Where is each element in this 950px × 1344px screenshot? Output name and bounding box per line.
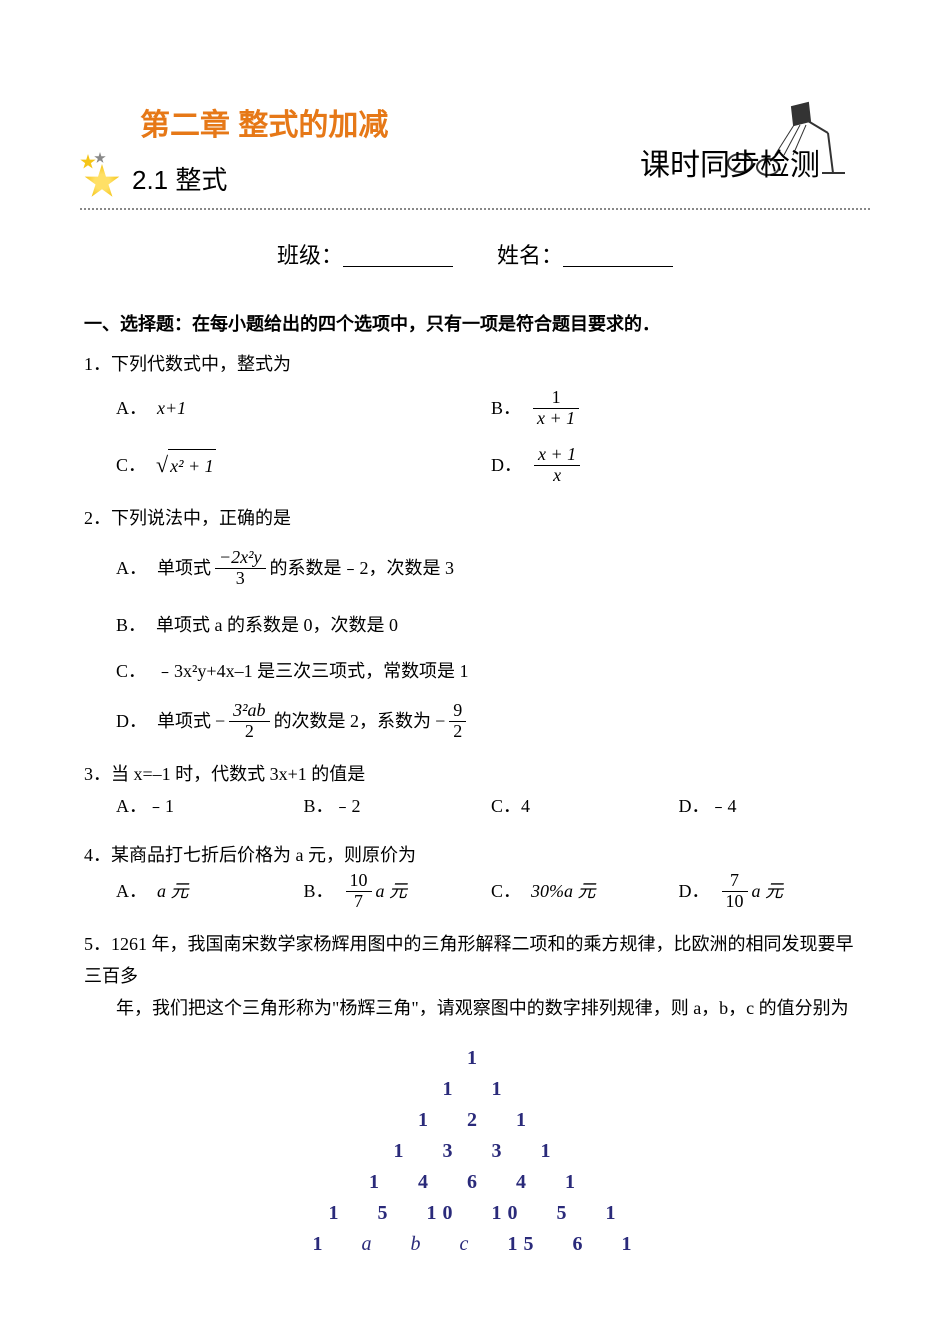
name-blank xyxy=(563,247,673,267)
class-label: 班级： xyxy=(277,243,343,268)
q4-text: 4．某商品打七折后价格为 a 元，则原价为 xyxy=(84,839,866,871)
q5-text-line2: 年，我们把这个三角形称为"杨辉三角"，请观察图中的数字排列规律，则 a，b，c … xyxy=(116,992,866,1024)
class-blank xyxy=(343,247,453,267)
q4-option-b: B． 107 a 元 xyxy=(304,871,492,912)
right-header-title: 课时同步检测 xyxy=(640,140,820,184)
pascals-triangle: 11 11 2 11 3 3 11 4 6 4 11 5 10 10 5 11 … xyxy=(84,1043,866,1260)
q1-option-b: B． 1 x + 1 xyxy=(491,388,866,429)
q4-option-a: A．a 元 xyxy=(116,875,304,907)
q1-option-d: D． x + 1 x xyxy=(491,445,866,486)
star-badge-icon xyxy=(80,154,128,202)
question-3: 3．当 x=–1 时，代数式 3x+1 的值是 A．﹣1 B．﹣2 C．4 D．… xyxy=(84,758,866,823)
q4-option-c: C．30%a 元 xyxy=(491,875,679,907)
q4-option-d: D． 710 a 元 xyxy=(679,871,867,912)
class-name-row: 班级： 姓名： xyxy=(0,238,950,270)
q2-option-b: B． 单项式 a 的系数是 0，次数是 0 xyxy=(116,609,866,641)
q2-option-a: A． 单项式 −2x²y 3 的系数是﹣2，次数是 3 xyxy=(116,548,866,589)
question-5: 5．1261 年，我国南宋数学家杨辉用图中的三角形解释二项和的乘方规律，比欧洲的… xyxy=(84,928,866,1260)
q2-option-c: C． ﹣3x²y+4x–1 是三次三项式，常数项是 1 xyxy=(116,655,866,687)
q3-option-c: C．4 xyxy=(491,790,679,822)
question-4: 4．某商品打七折后价格为 a 元，则原价为 A．a 元 B． 107 a 元 C… xyxy=(84,839,866,912)
q3-text: 3．当 x=–1 时，代数式 3x+1 的值是 xyxy=(84,758,866,790)
question-1: 1．下列代数式中，整式为 A． x+1 B． 1 x + 1 C． √ x² + xyxy=(84,348,866,486)
q3-option-b: B．﹣2 xyxy=(304,790,492,822)
section-number-title: 2.1 整式 xyxy=(132,160,227,197)
q5-text-line1: 5．1261 年，我国南宋数学家杨辉用图中的三角形解释二项和的乘方规律，比欧洲的… xyxy=(84,928,866,993)
name-label: 姓名： xyxy=(497,243,563,268)
q1-option-c: C． √ x² + 1 xyxy=(116,445,491,486)
q2-text: 2．下列说法中，正确的是 xyxy=(84,502,866,534)
q3-option-a: A．﹣1 xyxy=(116,790,304,822)
q1-option-a: A． x+1 xyxy=(116,388,491,429)
question-2: 2．下列说法中，正确的是 A． 单项式 −2x²y 3 的系数是﹣2，次数是 3… xyxy=(84,502,866,742)
q2-option-d: D． 单项式 − 3²ab 2 的次数是 2，系数为 − 9 2 xyxy=(116,701,866,742)
q1-text: 1．下列代数式中，整式为 xyxy=(84,348,866,380)
section1-heading: 一、选择题：在每小题给出的四个选项中，只有一项是符合题目要求的． xyxy=(84,310,866,336)
q3-option-d: D．﹣4 xyxy=(679,790,867,822)
